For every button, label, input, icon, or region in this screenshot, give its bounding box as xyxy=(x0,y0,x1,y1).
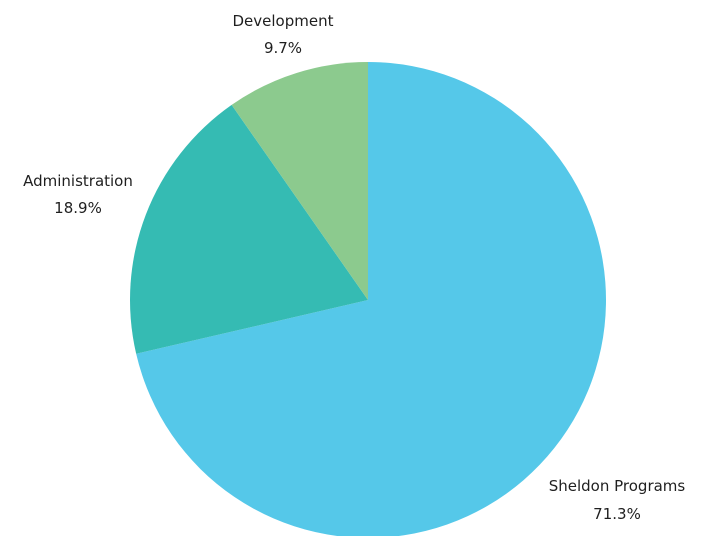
pie-slice-administration xyxy=(130,104,368,354)
pie-slice-sheldon-programs xyxy=(136,62,607,538)
slice-label: Administration xyxy=(23,172,133,190)
slice-value-label: 9.7% xyxy=(264,39,302,57)
pie-slices xyxy=(130,62,607,538)
pie-slice-development xyxy=(231,62,368,300)
slice-label: Development xyxy=(233,12,334,30)
slice-value-label: 18.9% xyxy=(54,199,102,217)
slice-label: Sheldon Programs xyxy=(549,477,686,495)
slice-value-label: 71.3% xyxy=(593,505,641,523)
pie-labels: Sheldon Programs 71.3% Administration 18.9%… xyxy=(23,12,685,523)
